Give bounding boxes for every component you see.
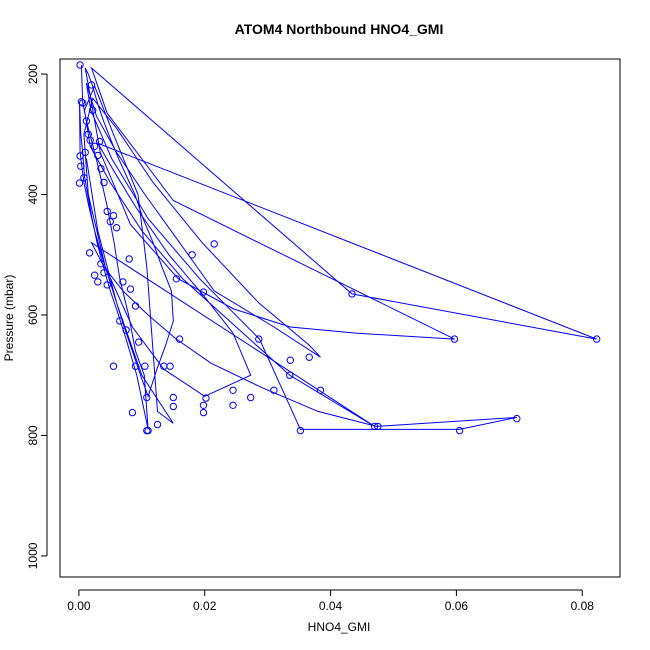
data-point [199,401,208,409]
x-tick-label: 0.04 [319,599,343,613]
data-point [370,422,379,431]
data-point [76,152,84,160]
data-point [229,401,237,409]
data-point [131,302,140,310]
data-point [82,117,91,125]
plot-frame [59,58,621,578]
series-line-0 [79,64,597,430]
data-point [202,394,210,402]
data-point [270,386,278,394]
data-point [144,426,152,435]
data-point [305,353,313,361]
data-point [109,211,118,220]
data-point [77,98,86,106]
data-point [455,426,464,435]
x-tick-label: 0.00 [67,599,91,613]
data-point [76,61,84,69]
data-point [77,162,85,170]
data-point [85,249,94,257]
data-point [128,408,137,417]
data-point [100,178,108,187]
data-point [122,326,130,334]
data-point [141,362,149,370]
data-point [97,164,105,173]
data-point [112,224,121,232]
y-tick-label: 1000 [26,542,40,569]
data-point [296,426,305,435]
data-point [90,142,99,151]
data-point [103,281,111,289]
data-point [126,285,135,293]
data-point [143,393,151,402]
y-tick-label: 200 [26,64,40,84]
data-point [374,422,382,431]
data-point [125,255,133,263]
data-point [348,290,356,298]
data-point [79,99,87,107]
data-point [131,362,140,370]
x-tick-label: 0.06 [445,599,469,613]
data-point [80,174,88,182]
data-point [95,137,104,146]
chart-title: ATOM4 Northbound HNO4_GMI [235,21,444,37]
x-axis-label: HNO4_GMI [308,620,371,634]
data-point [135,338,143,346]
y-axis-label: Pressure (mbar) [2,275,16,362]
x-tick-label: 0.02 [193,599,217,613]
data-point [316,386,325,394]
data-point [100,269,108,277]
data-point [172,275,181,283]
data-point [286,371,294,379]
x-tick-label: 0.08 [571,599,595,613]
data-point [247,393,255,402]
data-point [116,317,124,325]
data-point [86,136,94,145]
data-point [169,393,178,402]
y-tick-label: 800 [26,425,40,445]
data-point [199,288,208,296]
y-tick-label: 400 [26,184,40,204]
x-axis: 0.00 0.02 0.04 0.06 0.08 [67,589,595,613]
data-point [94,278,102,286]
data-point [210,240,218,248]
data-point [229,386,237,394]
data-point [119,278,127,286]
data-point [94,151,102,160]
data-point [90,271,99,279]
data-point [87,81,96,89]
data-point [169,402,178,411]
data-point [153,420,162,429]
data-point [199,408,208,417]
marker-layer [75,61,601,435]
data-point [286,356,294,364]
series-layer [79,64,597,430]
data-point [450,335,459,343]
y-tick-label: 600 [26,305,40,325]
data-point [255,335,263,343]
data-point [89,106,97,114]
data-point [106,217,115,226]
data-point [188,251,196,259]
data-point [513,414,521,423]
data-point [175,335,184,343]
y-axis: 200 400 600 800 1000 [26,64,48,569]
plot-area [75,61,601,435]
data-point [109,362,118,370]
data-point [103,207,111,216]
data-point [593,335,601,343]
data-point [75,179,84,187]
data-point [81,148,89,157]
data-point [166,362,174,370]
data-point [97,260,105,268]
